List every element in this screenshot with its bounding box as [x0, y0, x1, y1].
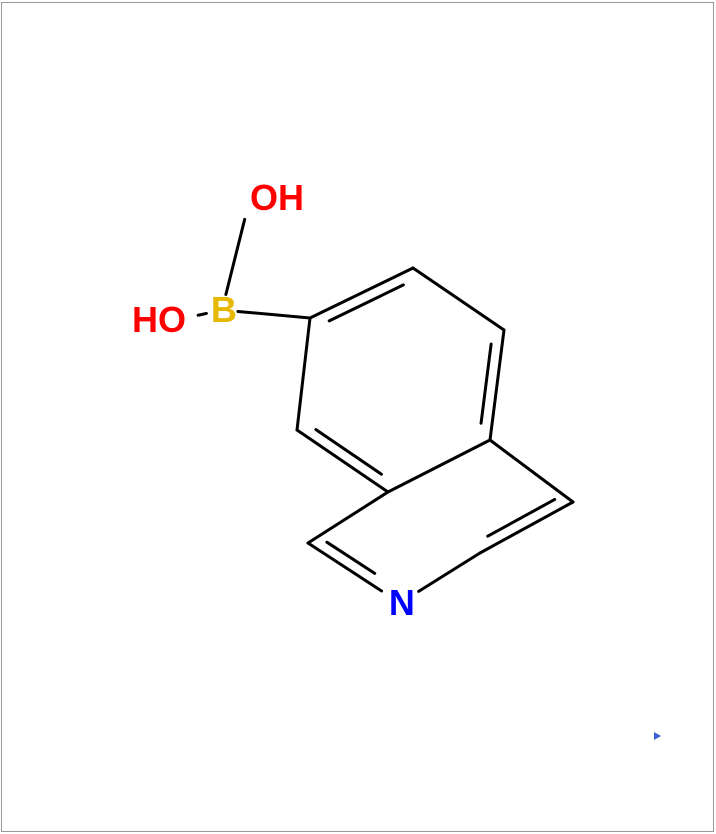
atom-label-n: N — [389, 585, 415, 621]
atom-label-b: B — [211, 292, 237, 328]
atom-label-ho2: HO — [132, 302, 186, 338]
play-icon — [654, 732, 661, 740]
atom-label-oh1: OH — [250, 180, 304, 216]
molecule-bonds — [0, 0, 716, 834]
